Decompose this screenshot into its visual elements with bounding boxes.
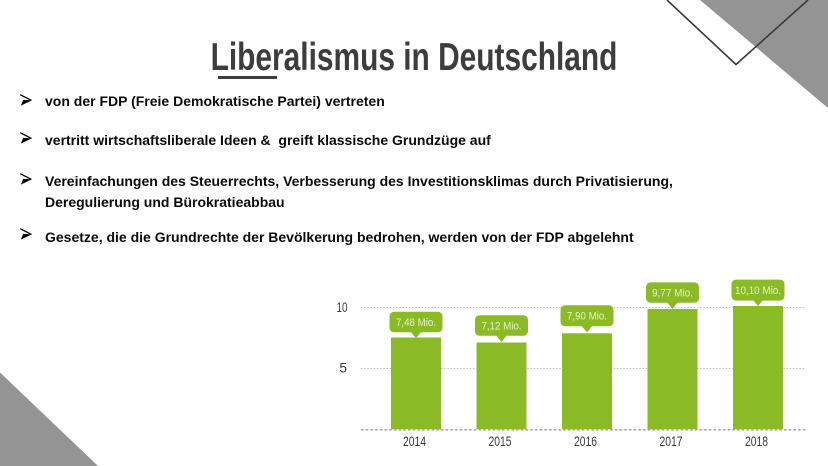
svg-text:2017: 2017: [660, 434, 683, 449]
svg-text:7,12 Mio.: 7,12 Mio.: [482, 320, 522, 332]
svg-text:10: 10: [337, 300, 348, 315]
svg-text:2016: 2016: [574, 434, 597, 449]
svg-text:10,10 Mio.: 10,10 Mio.: [735, 285, 781, 297]
svg-text:2014: 2014: [403, 434, 426, 449]
svg-text:9,77 Mio.: 9,77 Mio.: [652, 287, 693, 299]
svg-text:2015: 2015: [489, 434, 512, 449]
svg-text:5: 5: [339, 361, 347, 376]
svg-text:7,48 Mio.: 7,48 Mio.: [396, 317, 436, 329]
svg-text:2018: 2018: [745, 434, 768, 449]
svg-text:7,90 Mio.: 7,90 Mio.: [567, 311, 607, 323]
